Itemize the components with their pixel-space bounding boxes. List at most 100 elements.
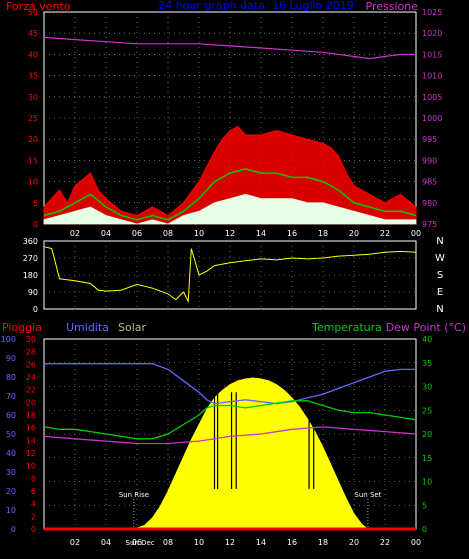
- temp-x-tick: 22: [380, 538, 390, 547]
- wind-y-tick: 20: [28, 135, 38, 144]
- pressure-y-tick: 985: [422, 178, 437, 187]
- wind-x-tick: 10: [194, 229, 204, 238]
- temp-x-tick: 18: [318, 538, 328, 547]
- dir-y-tick: 270: [23, 254, 38, 263]
- rain-y-tick: 10: [26, 462, 36, 471]
- wind-x-tick: 20: [349, 229, 359, 238]
- pressure-y-tick: 1005: [422, 93, 442, 102]
- humidity-axis-title: Umidita: [66, 321, 109, 334]
- temp-x-tick: 06: [132, 538, 142, 547]
- sun-annotation: Sun Set: [354, 491, 381, 499]
- temp-x-tick: 08: [163, 538, 173, 547]
- rain-axis-title: Pioggia: [2, 321, 42, 334]
- temp-x-tick: 00: [411, 538, 421, 547]
- temp-x-tick: 02: [70, 538, 80, 547]
- temp-x-tick: 16: [287, 538, 297, 547]
- compass-label: N: [436, 304, 443, 315]
- temp-x-tick: 14: [256, 538, 266, 547]
- wind-y-tick: 50: [28, 8, 38, 17]
- rain-y-tick: 30: [26, 335, 36, 344]
- wind-y-tick: 40: [28, 50, 38, 59]
- pressure-y-tick: 1015: [422, 50, 442, 59]
- wind-y-tick: 30: [28, 93, 38, 102]
- pressure-axis-title: Pressione: [366, 0, 419, 13]
- wind-x-tick: 12: [225, 229, 235, 238]
- humidity-y-tick: 80: [6, 373, 16, 382]
- wind-y-tick: 5: [33, 199, 38, 208]
- humidity-y-tick: 90: [6, 354, 16, 363]
- temp-x-tick: 20: [349, 538, 359, 547]
- pressure-y-tick: 980: [422, 199, 437, 208]
- pressure-y-tick: 1020: [422, 29, 442, 38]
- compass-label: N: [436, 236, 443, 247]
- rain-y-tick: 4: [31, 500, 36, 509]
- compass-label: S: [437, 270, 443, 281]
- rain-y-tick: 22: [26, 386, 36, 395]
- wind-y-tick: 25: [28, 114, 38, 123]
- temp-y-tick: 0: [422, 525, 427, 534]
- wind-x-tick: 00: [411, 229, 421, 238]
- rain-y-tick: 18: [26, 411, 36, 420]
- humidity-line: [44, 363, 416, 405]
- dir-y-tick: 180: [23, 271, 38, 280]
- wind-gust-area: [43, 125, 417, 225]
- temp-y-tick: 35: [422, 359, 432, 368]
- data-layer: Sun Rise Sun Set: [43, 36, 417, 531]
- axis-labels-layer: 0510152025303540455097598098599099510001…: [1, 8, 445, 547]
- wind-avg-line: [43, 168, 417, 221]
- temp-x-tick: 10: [194, 538, 204, 547]
- sun-annotation: Sun Rise: [119, 491, 149, 499]
- temperature-line: [43, 400, 417, 440]
- rain-y-tick: 12: [26, 449, 36, 458]
- temp-x-tick: 12: [225, 538, 235, 547]
- pressure-line: [43, 36, 416, 60]
- dewpoint-axis-title: Dew Point (°C): [386, 321, 466, 334]
- wind-y-tick: 45: [28, 29, 38, 38]
- humidity-y-tick: 70: [6, 392, 16, 401]
- temp-x-tick: 04: [101, 538, 111, 547]
- wind-x-tick: 08: [163, 229, 173, 238]
- dir-y-tick: 90: [28, 288, 38, 297]
- wind-y-tick: 15: [28, 156, 38, 165]
- wind-y-tick: 10: [28, 178, 38, 187]
- solar-axis-title: Solar: [118, 321, 147, 334]
- pressure-y-tick: 1025: [422, 8, 442, 17]
- dir-y-tick: 360: [23, 237, 38, 246]
- wind-x-tick: 04: [101, 229, 111, 238]
- rain-y-tick: 28: [26, 348, 36, 357]
- humidity-y-tick: 40: [6, 449, 16, 458]
- humidity-y-tick: 20: [6, 487, 16, 496]
- humidity-y-tick: 60: [6, 411, 16, 420]
- wind-x-tick: 18: [318, 229, 328, 238]
- wind-axis-title: Forza vento: [6, 0, 71, 13]
- temp-y-tick: 10: [422, 478, 432, 487]
- rain-y-tick: 6: [31, 487, 36, 496]
- wind-y-tick: 35: [28, 72, 38, 81]
- wind-x-tick: 14: [256, 229, 266, 238]
- pressure-y-tick: 990: [422, 156, 437, 165]
- wind-x-tick: 06: [132, 229, 142, 238]
- compass-label: E: [437, 287, 443, 298]
- pressure-y-tick: 1000: [422, 114, 442, 123]
- temp-y-tick: 40: [422, 335, 432, 344]
- humidity-y-tick: 50: [6, 430, 16, 439]
- wind-x-tick: 02: [70, 229, 80, 238]
- temp-y-tick: 20: [422, 430, 432, 439]
- sun-dec-label: Sun Dec: [126, 539, 155, 547]
- rain-y-tick: 14: [26, 436, 36, 445]
- rain-y-tick: 8: [31, 474, 36, 483]
- temp-y-tick: 25: [422, 406, 432, 415]
- solar-area: [133, 377, 369, 530]
- rain-y-tick: 20: [26, 398, 36, 407]
- temp-y-tick: 15: [422, 454, 432, 463]
- humidity-y-tick: 100: [1, 335, 16, 344]
- wind-min-area: [43, 193, 417, 225]
- rain-y-tick: 16: [26, 424, 36, 433]
- pressure-y-tick: 975: [422, 220, 437, 229]
- temp-y-tick: 30: [422, 383, 432, 392]
- rain-y-tick: 26: [26, 360, 36, 369]
- wind-y-tick: 0: [33, 220, 38, 229]
- chart-title: 24 hour graph data: 16 Luglio 2019: [158, 0, 354, 12]
